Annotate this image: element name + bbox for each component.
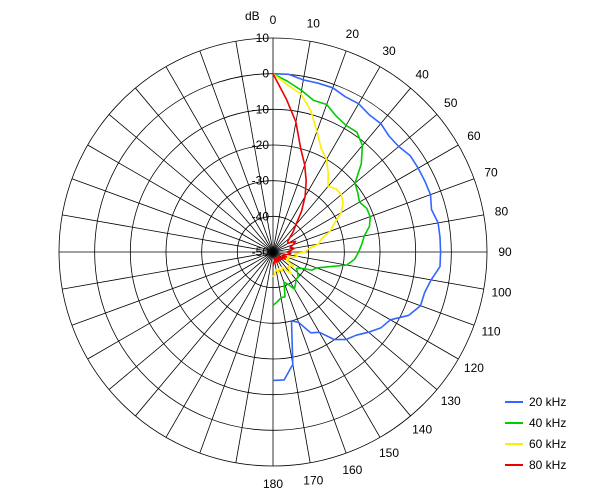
grid-spoke [108, 251, 274, 390]
grid-spoke [71, 178, 274, 253]
angular-tick-label: 170 [303, 473, 323, 487]
grid-spoke [199, 50, 274, 253]
series-layer [272, 72, 442, 382]
grid-spoke [272, 251, 459, 360]
series-line-60-khz [272, 73, 344, 278]
angular-tick-label: 160 [342, 463, 362, 477]
radial-tick-label: -50 [252, 245, 270, 259]
angular-tick-label: 90 [498, 245, 512, 259]
grid-spoke [272, 251, 381, 438]
grid-spoke [199, 251, 274, 454]
radial-unit-label: dB [245, 9, 260, 23]
legend-label: 80 kHz [529, 458, 566, 472]
grid-spoke [135, 251, 274, 417]
grid-spoke [62, 214, 274, 253]
radial-tick-label: 10 [256, 31, 270, 45]
grid-spoke [62, 251, 274, 290]
angular-tick-label: 30 [382, 44, 396, 58]
angular-tick-label: 0 [270, 13, 277, 27]
angular-tick-label: 50 [444, 96, 458, 110]
angular-tick-label: 20 [346, 27, 360, 41]
series-line-20-khz [272, 72, 442, 382]
angular-tick-label: 70 [484, 166, 498, 180]
grid-spoke [272, 144, 459, 253]
angular-tick-label: 60 [467, 129, 481, 143]
angular-tick-label: 10 [307, 17, 321, 31]
legend-label: 20 kHz [529, 395, 566, 409]
grid-spoke [272, 251, 347, 454]
series-line-80-khz [272, 73, 308, 267]
series-line-40-khz [272, 72, 372, 307]
angular-tick-label: 130 [441, 394, 461, 408]
legend: 20 kHz 40 kHz 60 kHz 80 kHz [505, 395, 566, 472]
angular-tick-label: 120 [464, 361, 484, 375]
grid-spoke [135, 87, 274, 253]
legend-label: 60 kHz [529, 437, 566, 451]
grid-spoke [272, 251, 438, 390]
angular-tick-label: 140 [412, 423, 432, 437]
grid-spoke [272, 251, 484, 290]
radial-tick-label: -30 [252, 174, 270, 188]
radial-tick-label: -40 [252, 209, 270, 223]
grid-spoke [87, 144, 274, 253]
radial-tick-label: -10 [252, 102, 270, 116]
legend-label: 40 kHz [529, 416, 566, 430]
grid-spoke [87, 251, 274, 360]
grid-spoke [165, 66, 274, 253]
angular-tick-label: 150 [379, 446, 399, 460]
grid-spoke [108, 114, 274, 253]
angular-tick-label: 110 [481, 324, 500, 338]
grid-spoke [272, 251, 311, 463]
grid-spoke [272, 214, 484, 253]
angular-tick-label: 180 [263, 477, 283, 491]
radial-tick-label: -20 [252, 138, 270, 152]
grid-spoke [235, 41, 274, 253]
grid-spoke [71, 251, 274, 326]
grid-spoke [272, 50, 347, 253]
angular-tick-label: 80 [495, 205, 509, 219]
grid-spoke [272, 41, 311, 253]
grid-spoke [165, 251, 274, 438]
angular-tick-label: 100 [491, 285, 511, 299]
grid-spoke [235, 251, 274, 463]
grid-spoke [272, 178, 475, 253]
radial-tick-label: 0 [262, 67, 269, 81]
grid-spoke [272, 251, 475, 326]
angular-tick-label: 40 [415, 67, 429, 81]
polar-grid [58, 37, 488, 467]
